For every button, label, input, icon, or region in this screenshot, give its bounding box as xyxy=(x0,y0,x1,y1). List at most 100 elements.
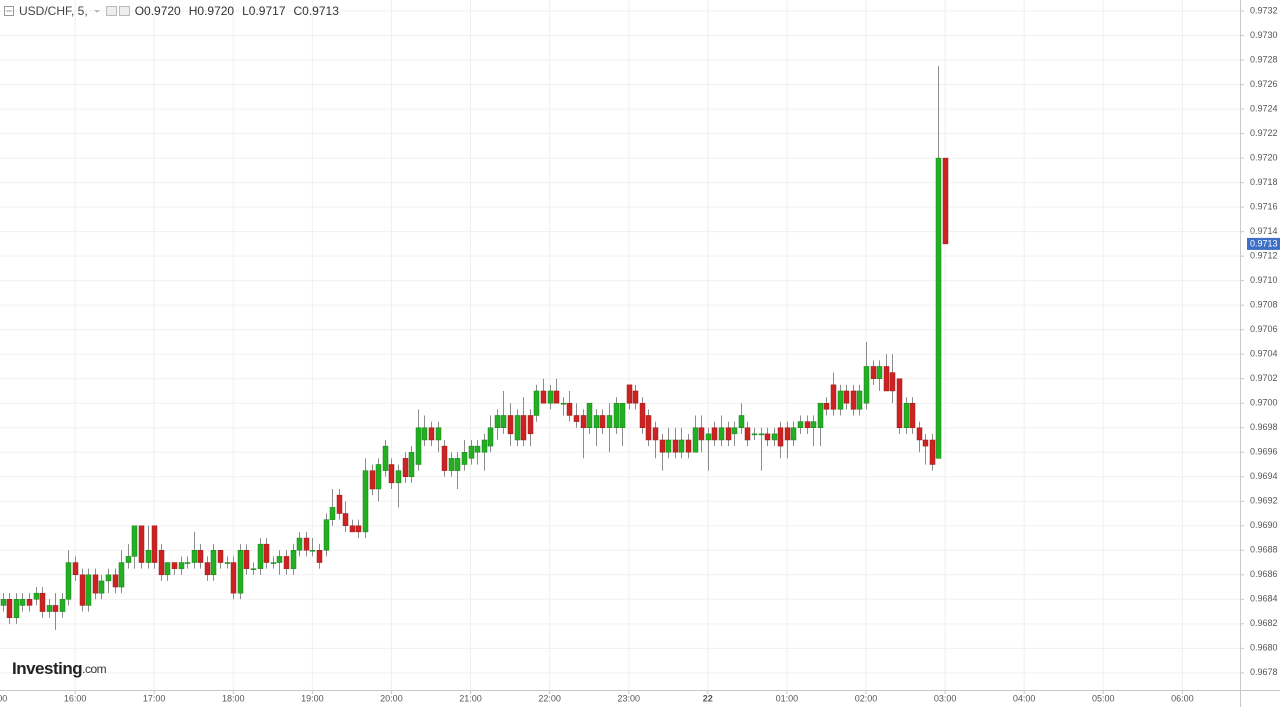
y-tick-label: 0.9682 xyxy=(1250,618,1278,628)
candle-body xyxy=(402,458,409,477)
candle-body xyxy=(428,427,435,441)
candle-body xyxy=(92,574,99,594)
candle-body xyxy=(355,525,362,533)
candle-body xyxy=(237,550,244,594)
axes: 0.9678 0.9680 0.9682 0.9684 0.9686 0.9688 0.96… xyxy=(0,5,1280,703)
collapse-icon[interactable] xyxy=(4,6,14,16)
candle-body xyxy=(158,550,165,576)
candle-body xyxy=(580,415,587,428)
candle-body xyxy=(309,550,316,552)
x-tick-label: 19:00 xyxy=(301,693,324,703)
y-tick-label: 0.9714 xyxy=(1250,226,1278,236)
candle-body xyxy=(184,562,191,564)
candle-body xyxy=(329,507,336,520)
candle-body xyxy=(408,451,415,477)
y-tick-label: 0.9732 xyxy=(1250,5,1278,15)
candle-body xyxy=(243,550,250,569)
y-tick-label: 0.9688 xyxy=(1250,545,1278,555)
candle-body xyxy=(692,427,699,453)
y-tick-label: 0.9692 xyxy=(1250,496,1278,506)
x-tick-label: 16:00 xyxy=(64,693,87,703)
close-label: C0.9713 xyxy=(293,4,339,18)
last-price-label: 0.9713 xyxy=(1250,238,1278,248)
candle-body xyxy=(606,415,613,428)
candle-body xyxy=(830,384,837,410)
y-tick-label: 0.9694 xyxy=(1250,471,1278,481)
candle-body xyxy=(6,599,13,618)
candle-body xyxy=(672,439,679,453)
candle-body xyxy=(659,439,666,453)
open-label: O0.9720 xyxy=(134,4,181,18)
candle-body xyxy=(837,390,844,410)
plot-area xyxy=(0,66,949,630)
x-tick-label: 06:00 xyxy=(1171,693,1194,703)
candle-body xyxy=(632,390,639,404)
x-tick-label: 02:00 xyxy=(855,693,878,703)
candle-body xyxy=(435,427,442,441)
candle-body xyxy=(79,574,86,606)
candle-body xyxy=(533,390,540,416)
candle-body xyxy=(336,494,343,514)
candle-body xyxy=(33,592,40,600)
settings-icons[interactable] xyxy=(105,6,130,16)
candle-body xyxy=(26,599,33,606)
candle-body xyxy=(481,439,488,453)
candle-body xyxy=(843,390,850,404)
candle-body xyxy=(98,580,105,594)
candle-body xyxy=(678,439,685,453)
candle-body xyxy=(500,415,507,428)
candle-body xyxy=(922,439,929,447)
candle-body xyxy=(290,550,297,569)
candle-body xyxy=(441,445,448,471)
candle-body xyxy=(65,562,72,600)
candle-body xyxy=(725,427,732,441)
y-tick-label: 0.9718 xyxy=(1250,177,1278,187)
candle-body xyxy=(217,550,224,563)
candle-body xyxy=(903,402,910,428)
candle-body xyxy=(540,390,547,404)
candle-body xyxy=(764,433,771,441)
y-tick-label: 0.9724 xyxy=(1250,103,1278,113)
brand-suffix: .com xyxy=(82,662,107,676)
y-tick-label: 0.9716 xyxy=(1250,201,1278,211)
candle-body xyxy=(520,415,527,441)
candle-body xyxy=(342,513,349,527)
candle-body xyxy=(448,458,455,471)
candle-body xyxy=(276,556,283,563)
candle-body xyxy=(303,537,310,551)
candle-body xyxy=(797,421,804,428)
brand-name: Investing xyxy=(12,659,82,678)
y-tick-label: 0.9678 xyxy=(1250,667,1278,677)
candle-body xyxy=(323,519,330,551)
dropdown-icon[interactable] xyxy=(93,6,101,16)
y-tick-label: 0.9696 xyxy=(1250,447,1278,457)
candle-body xyxy=(514,415,521,441)
candle-body xyxy=(210,550,217,576)
candle-body xyxy=(349,525,356,533)
candle-body xyxy=(131,525,138,557)
x-tick-label: 20:00 xyxy=(380,693,403,703)
candle-body xyxy=(362,470,369,533)
candle-body xyxy=(790,427,797,441)
candle-body xyxy=(296,537,303,551)
candle-body xyxy=(652,427,659,441)
candle-body xyxy=(870,366,877,379)
x-tick-label: 04:00 xyxy=(1013,693,1036,703)
low-label: L0.9717 xyxy=(242,4,286,18)
x-tick-label: 05:00 xyxy=(1092,693,1115,703)
candle-body xyxy=(454,458,461,471)
candle-body xyxy=(593,415,600,428)
candle-body xyxy=(263,543,270,563)
candle-body xyxy=(13,599,20,618)
candle-body xyxy=(566,402,573,416)
candle-body xyxy=(929,439,936,465)
x-tick-label: 23:00 xyxy=(617,693,640,703)
brand: Investing.com xyxy=(12,659,107,678)
candle-body xyxy=(758,433,765,436)
candle-body xyxy=(204,562,211,576)
candle-body xyxy=(474,445,481,453)
y-tick-label: 0.9706 xyxy=(1250,324,1278,334)
candle-body xyxy=(145,550,152,563)
high-label: H0.9720 xyxy=(188,4,235,18)
